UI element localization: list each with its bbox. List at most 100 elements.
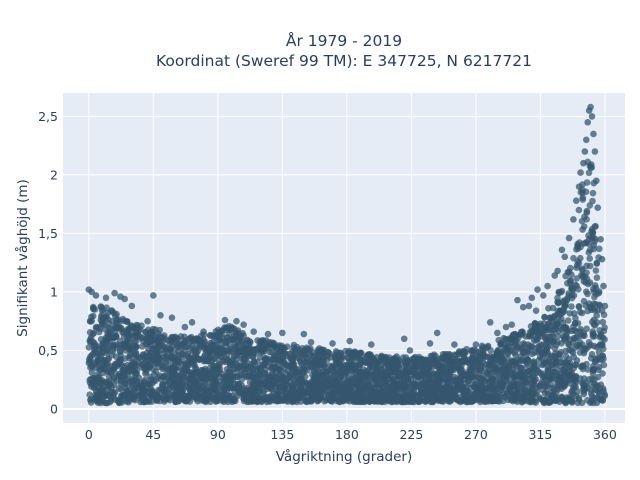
data-point [374,381,382,389]
data-point [372,360,380,368]
data-point [321,393,329,401]
data-point [95,362,103,369]
data-point [163,355,171,363]
data-point [207,398,214,406]
data-point [160,393,167,400]
data-point [157,312,164,319]
data-point [469,373,477,380]
data-point [547,381,555,389]
data-point [211,377,218,385]
data-point [152,340,160,347]
data-point [425,371,433,379]
data-point [556,355,564,362]
data-point [228,323,235,331]
data-point [554,294,561,302]
data-point [559,324,567,332]
data-point [147,353,155,361]
data-point [400,379,408,387]
data-point [301,389,308,397]
data-point [168,366,176,373]
data-point [95,328,103,336]
data-point [297,398,305,405]
data-point [582,188,590,196]
data-point [234,380,241,388]
data-point [600,345,607,353]
data-point [178,350,186,358]
data-point [485,391,493,398]
data-point [111,388,119,396]
data-point [100,315,107,323]
data-point [544,367,552,375]
data-point [172,345,179,353]
data-point [307,345,314,352]
data-point [576,308,584,316]
data-point [98,345,106,352]
data-point [339,366,347,373]
data-point [123,318,130,325]
data-point [473,360,480,367]
data-point [548,362,555,369]
data-point [104,346,112,354]
data-point [533,335,541,342]
data-point [554,299,562,307]
data-point [333,378,340,385]
data-point [495,367,502,375]
data-point [169,383,176,390]
data-point [266,398,274,405]
data-point [579,380,586,387]
data-point [202,388,209,396]
data-point [226,361,234,369]
data-point [486,319,494,326]
data-point [200,341,207,348]
data-point [532,399,539,406]
data-point [396,372,403,380]
data-point [131,350,138,358]
data-point [595,363,603,371]
data-point [405,388,413,396]
data-point [130,377,137,384]
data-point [578,265,586,273]
data-point [225,347,232,354]
data-point [582,239,590,247]
data-point [599,334,607,342]
data-point [188,319,196,326]
data-point [359,380,367,388]
data-point [579,226,586,233]
data-point [140,360,148,367]
data-point [524,341,532,348]
data-point [414,391,422,398]
data-point [585,249,593,256]
data-point [128,322,135,329]
data-point [219,370,226,378]
data-point [339,377,347,384]
data-point [487,369,494,377]
data-point [186,334,194,342]
data-point [278,367,285,374]
data-point [451,351,459,359]
data-point [241,344,248,351]
data-point [214,381,222,389]
data-point [94,399,102,406]
data-point [563,295,570,303]
data-point [451,373,458,381]
data-point [233,373,241,381]
data-point [492,353,500,361]
data-point [333,370,340,377]
data-point [273,375,280,382]
data-point [491,397,498,405]
data-point [586,255,593,262]
data-point [120,392,127,399]
data-point [94,353,101,361]
data-point [558,315,565,323]
data-point [206,347,213,355]
data-point [298,375,305,382]
data-point [385,356,392,364]
data-point [531,320,539,327]
data-point [513,389,520,396]
data-point [385,363,393,370]
data-point [577,188,585,196]
data-point [85,344,93,351]
data-point [461,357,468,365]
data-point [579,273,586,281]
data-point [423,366,431,373]
